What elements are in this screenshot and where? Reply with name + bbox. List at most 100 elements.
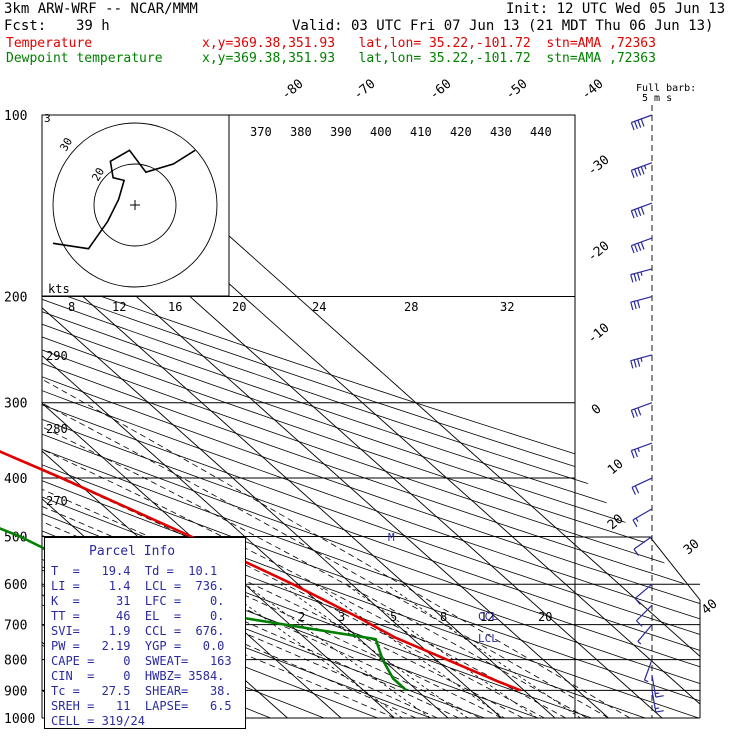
- wind-barb-flag: [630, 410, 635, 418]
- wind-barb: [630, 354, 653, 369]
- wind-barb-flag: [640, 166, 645, 175]
- theta-label: 370: [250, 125, 272, 139]
- diagram-frame: [41, 114, 576, 718]
- kts-axis-label: 28: [404, 300, 418, 314]
- wind-barb-flag: [635, 517, 639, 522]
- isotherm-line: [42, 115, 395, 718]
- mixing-ratio-label: 5: [390, 610, 397, 624]
- dry-adiabat-line: [42, 115, 700, 718]
- kts-axis-label: kts: [48, 282, 70, 296]
- wind-barb: [651, 675, 664, 698]
- mixing-ratio-line: [244, 583, 431, 718]
- wind-barb-flag: [636, 272, 641, 281]
- hodograph-ring-label: 30: [57, 136, 75, 154]
- wind-barb-flag: [634, 121, 638, 130]
- parcel-row: LI = 1.4 LCL = 736.: [51, 579, 225, 593]
- wind-barb-flag: [637, 167, 642, 176]
- forecast-label: Fcst:: [4, 18, 47, 34]
- dry-adiabat-line: [42, 115, 699, 718]
- wind-barb: [637, 624, 653, 645]
- wind-barb-flag: [633, 359, 637, 368]
- wind-barb: [631, 477, 653, 495]
- dry-adiabat-line: [42, 115, 700, 718]
- diagram-frame-extension: [575, 536, 701, 718]
- forecast-hours: 39 h: [76, 18, 110, 34]
- mixing-ratio-label: 20: [538, 610, 552, 624]
- wind-barb-flag: [630, 245, 635, 254]
- wind-barb: [630, 268, 653, 283]
- dry-adiabat-line: [42, 115, 700, 718]
- parcel-row: CIN = 0 HWBZ= 3584.: [51, 669, 225, 683]
- theta-label: 420: [450, 125, 472, 139]
- mixing-ratio-label: 2: [298, 610, 305, 624]
- dry-adiabat-line: [42, 115, 700, 718]
- dewpoint-profile: [0, 527, 408, 692]
- dry-adiabat-label: 270: [46, 494, 68, 508]
- full-barb-legend: Full barb:: [636, 83, 697, 94]
- kts-axis-label: 8: [68, 300, 75, 314]
- wind-barb-flag: [633, 301, 637, 310]
- wind-barb-flag: [637, 119, 642, 128]
- wind-barb-flag: [630, 170, 635, 178]
- wind-barb: [632, 508, 653, 528]
- wind-barb-flag: [636, 620, 643, 627]
- wind-barb-staff: [631, 402, 653, 411]
- parcel-row: SVI= 1.9 CCL = 676.: [51, 624, 225, 638]
- isotherm-label: 40: [699, 597, 721, 619]
- wind-barb-flag: [655, 695, 664, 698]
- pressure-tick-label: 900: [4, 684, 27, 699]
- wind-barb-flag: [634, 408, 638, 417]
- wind-barb-staff: [643, 659, 653, 681]
- pressure-tick-label: 600: [4, 578, 27, 593]
- wind-barb: [634, 583, 653, 605]
- isotherm-label: -70: [351, 76, 379, 103]
- parcel-row: T = 19.4 Td = 10.1: [51, 564, 218, 578]
- pressure-tick-label: 700: [4, 619, 27, 634]
- kts-axis-label: 32: [500, 300, 514, 314]
- wind-barb-flag: [640, 206, 645, 215]
- dry-adiabat-line: [42, 115, 700, 718]
- mixing-ratio-line: [217, 583, 403, 718]
- valid-time: Valid: 03 UTC Fri 07 Jun 13 (21 MDT Thu …: [292, 18, 714, 34]
- isotherm-line: [42, 115, 556, 718]
- lcl-annotation: LCL: [478, 632, 498, 645]
- moist-adiabat-line: [42, 354, 545, 718]
- wind-barb-staff: [634, 583, 653, 599]
- dry-adiabat-line: [42, 115, 700, 718]
- wind-barb-flag: [630, 210, 635, 219]
- wind-barb-flag: [636, 358, 641, 367]
- isotherm-line: [42, 115, 502, 718]
- wind-barb-flag: [630, 274, 634, 283]
- mixing-ratio-label: 12: [480, 610, 494, 624]
- pressure-tick-label: 400: [4, 472, 27, 487]
- full-barb-units: 5 m s: [642, 93, 673, 104]
- wind-barb-flag: [634, 597, 641, 605]
- wind-barb-flag: [655, 692, 660, 695]
- isotherm-label: 20: [605, 512, 627, 534]
- parcel-row: CAPE = 0 SWEAT= 163: [51, 654, 232, 668]
- wind-barb: [651, 690, 664, 713]
- wind-barb-flag: [630, 450, 635, 459]
- wind-barb-flag: [637, 407, 642, 416]
- isotherm-label: -40: [579, 76, 607, 103]
- wind-barb: [643, 659, 653, 683]
- moist-adiabat-line: [42, 354, 438, 718]
- parcel-row: TT = 46 EL = 0.: [51, 609, 225, 623]
- wind-barb-staff: [637, 624, 653, 642]
- wind-barb-flag: [632, 519, 638, 528]
- wind-barb-flag: [633, 548, 640, 556]
- isotherm-label: -60: [427, 76, 455, 103]
- init-time: Init: 12 UTC Wed 05 Jun 13: [506, 1, 726, 17]
- kts-axis-label: 12: [112, 300, 126, 314]
- isotherm-label: -80: [279, 76, 307, 103]
- moist-adiabat-line: [42, 354, 609, 718]
- dry-adiabat-line: [42, 115, 700, 718]
- kts-axis-label: 24: [312, 300, 326, 314]
- pressure-tick-label: 1000: [4, 712, 35, 727]
- parcel-row: PW = 2.19 YGP = 0.0: [51, 639, 225, 653]
- dry-adiabat-line: [42, 115, 432, 718]
- wind-barb-flag: [637, 447, 640, 453]
- hodograph-ring-label: 3: [44, 112, 51, 125]
- wind-barb-flag: [630, 302, 634, 311]
- mixing-ratio-label: 3: [338, 610, 345, 624]
